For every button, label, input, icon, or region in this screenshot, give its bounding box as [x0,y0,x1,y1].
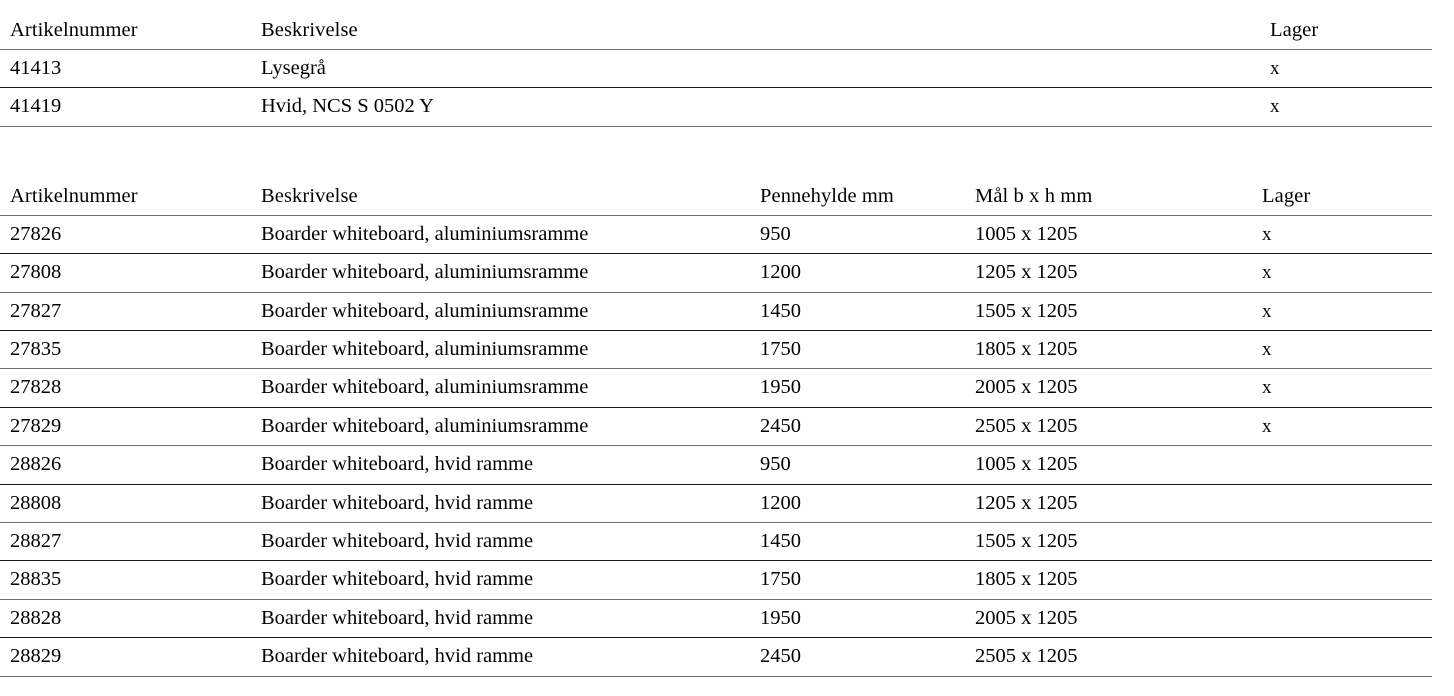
cell-stock: x [1252,368,1432,408]
cell-article-number: 27808 [0,253,251,293]
cell-article-number: 28835 [0,560,251,600]
cell-dimensions: 2505 x 1205 [965,637,1252,677]
cell-pen-tray: 1450 [750,292,965,332]
cell-stock [1252,522,1432,562]
cell-stock: x [1252,330,1432,370]
cell-description: Boarder whiteboard, aluminiumsramme [251,292,750,332]
column-header-stock: Lager [1252,176,1432,216]
cell-dimensions: 1505 x 1205 [965,292,1252,332]
column-header-description: Beskrivelse [251,11,1260,50]
cell-dimensions: 1005 x 1205 [965,215,1252,255]
table-row: 41413 Lysegrå x [0,49,1432,89]
cell-description: Boarder whiteboard, aluminiumsramme [251,215,750,255]
cell-dimensions: 1805 x 1205 [965,560,1252,600]
table-row: 27828 Boarder whiteboard, aluminiumsramm… [0,368,1432,408]
header-row: Artikelnummer Beskrivelse Lager [0,11,1432,50]
cell-description: Boarder whiteboard, aluminiumsramme [251,368,750,408]
cell-article-number: 28826 [0,445,251,485]
table-row: 28828 Boarder whiteboard, hvid ramme 195… [0,599,1432,639]
table-body: 41413 Lysegrå x 41419 Hvid, NCS S 0502 Y… [0,49,1432,127]
table-row: 28826 Boarder whiteboard, hvid ramme 950… [0,445,1432,485]
cell-pen-tray: 1200 [750,484,965,524]
cell-description: Hvid, NCS S 0502 Y [251,87,1260,127]
cell-dimensions: 1205 x 1205 [965,484,1252,524]
column-header-article-number: Artikelnummer [0,176,251,216]
cell-dimensions: 1005 x 1205 [965,445,1252,485]
cell-pen-tray: 1950 [750,368,965,408]
cell-stock: x [1252,407,1432,447]
table-header: Artikelnummer Beskrivelse Lager [0,11,1432,50]
table-row: 28827 Boarder whiteboard, hvid ramme 145… [0,522,1432,562]
cell-article-number: 41413 [0,49,251,89]
cell-description: Lysegrå [251,49,1260,89]
cell-article-number: 27829 [0,407,251,447]
cell-stock: x [1260,87,1432,127]
header-row: Artikelnummer Beskrivelse Pennehylde mm … [0,176,1432,216]
cell-pen-tray: 2450 [750,407,965,447]
table-row: 27827 Boarder whiteboard, aluminiumsramm… [0,292,1432,332]
table-row: 28829 Boarder whiteboard, hvid ramme 245… [0,637,1432,677]
table-row: 28835 Boarder whiteboard, hvid ramme 175… [0,560,1432,600]
cell-pen-tray: 1450 [750,522,965,562]
cell-stock: x [1252,215,1432,255]
cell-description: Boarder whiteboard, hvid ramme [251,599,750,639]
cell-article-number: 28827 [0,522,251,562]
cell-pen-tray: 1950 [750,599,965,639]
cell-stock [1252,445,1432,485]
cell-article-number: 27835 [0,330,251,370]
cell-description: Boarder whiteboard, hvid ramme [251,522,750,562]
whiteboard-models-table: Artikelnummer Beskrivelse Pennehylde mm … [0,176,1432,677]
cell-article-number: 28808 [0,484,251,524]
cell-stock: x [1260,49,1432,89]
cell-pen-tray: 2450 [750,637,965,677]
cell-pen-tray: 1200 [750,253,965,293]
cell-stock [1252,560,1432,600]
table-row: 27835 Boarder whiteboard, aluminiumsramm… [0,330,1432,370]
cell-pen-tray: 950 [750,215,965,255]
cell-description: Boarder whiteboard, aluminiumsramme [251,407,750,447]
cell-description: Boarder whiteboard, hvid ramme [251,484,750,524]
cell-dimensions: 2505 x 1205 [965,407,1252,447]
cell-dimensions: 2005 x 1205 [965,368,1252,408]
cell-article-number: 28828 [0,599,251,639]
cell-description: Boarder whiteboard, hvid ramme [251,637,750,677]
table-row: 27826 Boarder whiteboard, aluminiumsramm… [0,215,1432,255]
table-row: 27808 Boarder whiteboard, aluminiumsramm… [0,253,1432,293]
column-header-dimensions: Mål b x h mm [965,176,1252,216]
table-row: 28808 Boarder whiteboard, hvid ramme 120… [0,484,1432,524]
cell-pen-tray: 1750 [750,560,965,600]
colour-variants-table: Artikelnummer Beskrivelse Lager 41413 Ly… [0,11,1432,127]
cell-article-number: 41419 [0,87,251,127]
column-header-stock: Lager [1260,11,1432,50]
cell-description: Boarder whiteboard, aluminiumsramme [251,253,750,293]
table-row: 41419 Hvid, NCS S 0502 Y x [0,87,1432,127]
cell-article-number: 27828 [0,368,251,408]
cell-stock [1252,637,1432,677]
cell-stock [1252,599,1432,639]
column-header-description: Beskrivelse [251,176,750,216]
cell-description: Boarder whiteboard, hvid ramme [251,560,750,600]
cell-dimensions: 1805 x 1205 [965,330,1252,370]
cell-stock: x [1252,292,1432,332]
cell-dimensions: 2005 x 1205 [965,599,1252,639]
cell-article-number: 27826 [0,215,251,255]
cell-article-number: 28829 [0,637,251,677]
cell-pen-tray: 950 [750,445,965,485]
cell-dimensions: 1505 x 1205 [965,522,1252,562]
cell-stock: x [1252,253,1432,293]
table-body: 27826 Boarder whiteboard, aluminiumsramm… [0,215,1432,677]
cell-article-number: 27827 [0,292,251,332]
table-header: Artikelnummer Beskrivelse Pennehylde mm … [0,176,1432,216]
column-header-pen-tray: Pennehylde mm [750,176,965,216]
cell-description: Boarder whiteboard, hvid ramme [251,445,750,485]
cell-stock [1252,484,1432,524]
cell-description: Boarder whiteboard, aluminiumsramme [251,330,750,370]
table-row: 27829 Boarder whiteboard, aluminiumsramm… [0,407,1432,447]
column-header-article-number: Artikelnummer [0,11,251,50]
cell-dimensions: 1205 x 1205 [965,253,1252,293]
cell-pen-tray: 1750 [750,330,965,370]
